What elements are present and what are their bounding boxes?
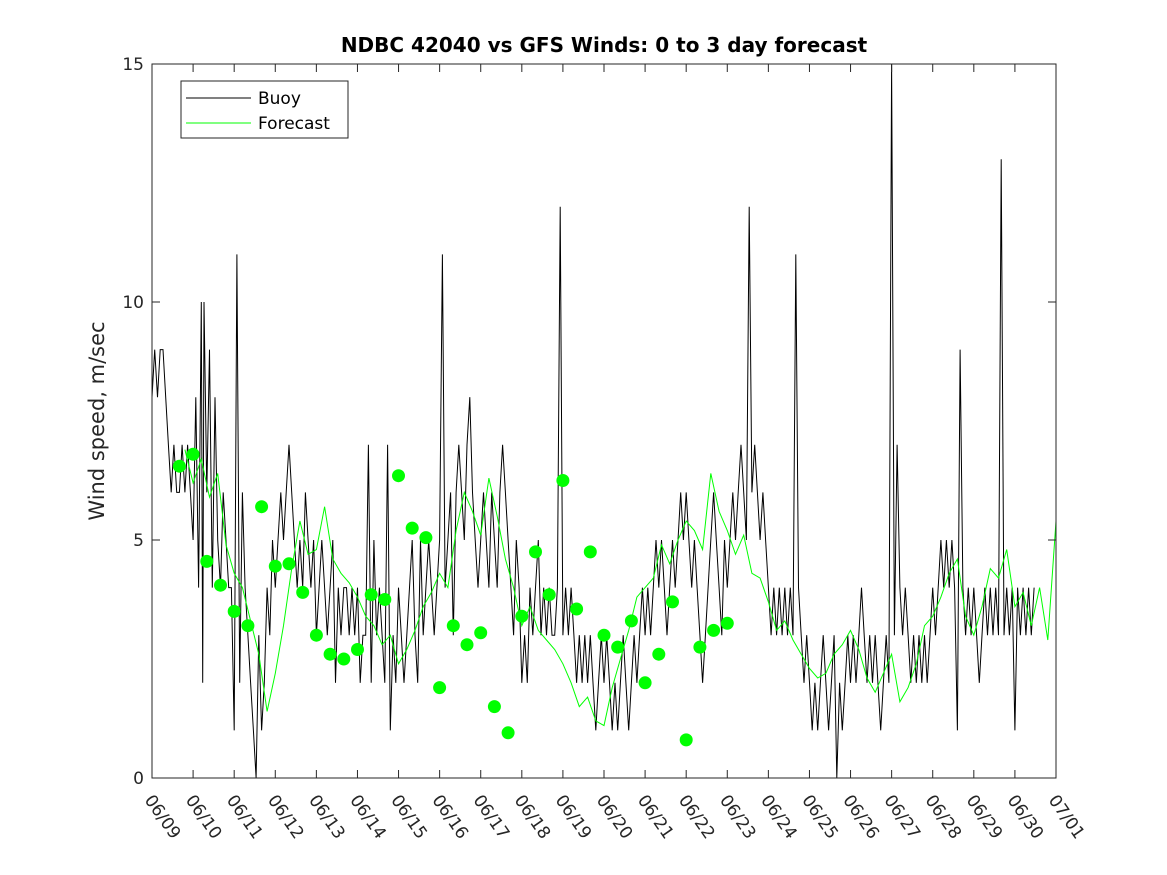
x-tick-label: 06/20 — [592, 791, 636, 843]
forecast-marker — [529, 545, 542, 559]
x-tick-label: 06/23 — [715, 791, 759, 843]
forecast-marker — [460, 638, 474, 652]
x-tick-label: 06/19 — [551, 791, 595, 843]
forecast-marker — [227, 604, 241, 618]
forecast-marker — [583, 545, 597, 559]
x-tick-label: 06/14 — [345, 791, 389, 843]
forecast-marker — [378, 593, 392, 606]
forecast-marker — [405, 521, 419, 535]
forecast-marker — [337, 652, 351, 666]
y-tick-label: 10 — [122, 293, 144, 313]
forecast-marker — [515, 609, 529, 623]
forecast-marker — [570, 602, 584, 616]
forecast-marker — [351, 643, 364, 656]
legend-forecast-label: Forecast — [258, 114, 330, 134]
forecast-marker — [556, 474, 570, 487]
forecast-marker — [720, 616, 734, 630]
x-tick-label: 06/13 — [304, 791, 348, 843]
x-tick-label: 06/17 — [469, 791, 513, 843]
forecast-marker — [474, 626, 488, 640]
forecast-marker — [433, 681, 447, 695]
x-tick-label: 06/10 — [181, 791, 225, 843]
series-buoy-line — [151, 63, 1035, 779]
forecast-marker — [241, 619, 255, 633]
forecast-marker — [172, 459, 186, 473]
chart-title: NDBC 42040 vs GFS Winds: 0 to 3 day fore… — [341, 33, 868, 57]
y-tick-label: 5 — [133, 531, 144, 551]
legend-box — [180, 80, 349, 139]
forecast-marker — [392, 469, 405, 483]
x-tick-label: 06/28 — [921, 791, 965, 843]
x-tick-label: 06/26 — [838, 791, 882, 843]
x-tick-label: 06/16 — [428, 791, 472, 843]
x-tick-label: 06/12 — [263, 791, 307, 843]
y-axis: 0 5 10 15 — [122, 55, 1056, 789]
forecast-marker — [323, 647, 337, 661]
x-tick-label: 06/15 — [386, 791, 430, 843]
x-tick-label: 06/29 — [962, 791, 1006, 843]
forecast-marker — [186, 447, 200, 461]
forecast-marker — [679, 733, 693, 747]
x-tick-label: 06/11 — [222, 791, 266, 843]
forecast-marker — [542, 588, 556, 602]
y-axis-label: Wind speed, m/sec — [85, 321, 109, 520]
forecast-marker — [364, 588, 378, 602]
forecast-marker — [309, 628, 323, 642]
x-tick-label: 06/09 — [140, 791, 184, 843]
forecast-marker — [296, 585, 310, 599]
x-tick-label: 06/25 — [797, 791, 841, 843]
x-tick-label: 07/01 — [1044, 791, 1088, 843]
forecast-marker — [200, 554, 214, 568]
legend: Buoy Forecast — [180, 80, 349, 139]
forecast-marker — [624, 614, 638, 628]
forecast-marker — [268, 559, 282, 573]
x-tick-label: 06/21 — [633, 791, 677, 843]
forecast-marker — [666, 595, 679, 609]
forecast-marker — [282, 557, 296, 571]
forecast-marker — [707, 623, 721, 637]
series-forecast-line — [184, 449, 1057, 727]
forecast-marker — [255, 500, 269, 514]
forecast-marker — [652, 647, 666, 661]
legend-buoy-label: Buoy — [258, 89, 301, 109]
forecast-marker — [638, 676, 652, 690]
forecast-marker — [446, 619, 460, 633]
forecast-marker — [693, 640, 707, 654]
x-tick-label: 06/18 — [510, 791, 554, 843]
forecast-marker — [214, 578, 227, 592]
x-tick-label: 06/30 — [1003, 791, 1047, 843]
y-tick-label: 0 — [133, 769, 144, 789]
forecast-marker — [419, 531, 433, 545]
forecast-marker — [501, 726, 515, 740]
forecast-marker — [611, 640, 625, 654]
plot-area — [151, 63, 1057, 779]
forecast-marker — [487, 700, 501, 714]
x-tick-label: 06/27 — [880, 791, 924, 843]
x-tick-label: 06/22 — [674, 791, 718, 843]
x-tick-label: 06/24 — [756, 791, 800, 843]
y-tick-label: 15 — [122, 55, 144, 75]
forecast-marker — [597, 628, 611, 642]
